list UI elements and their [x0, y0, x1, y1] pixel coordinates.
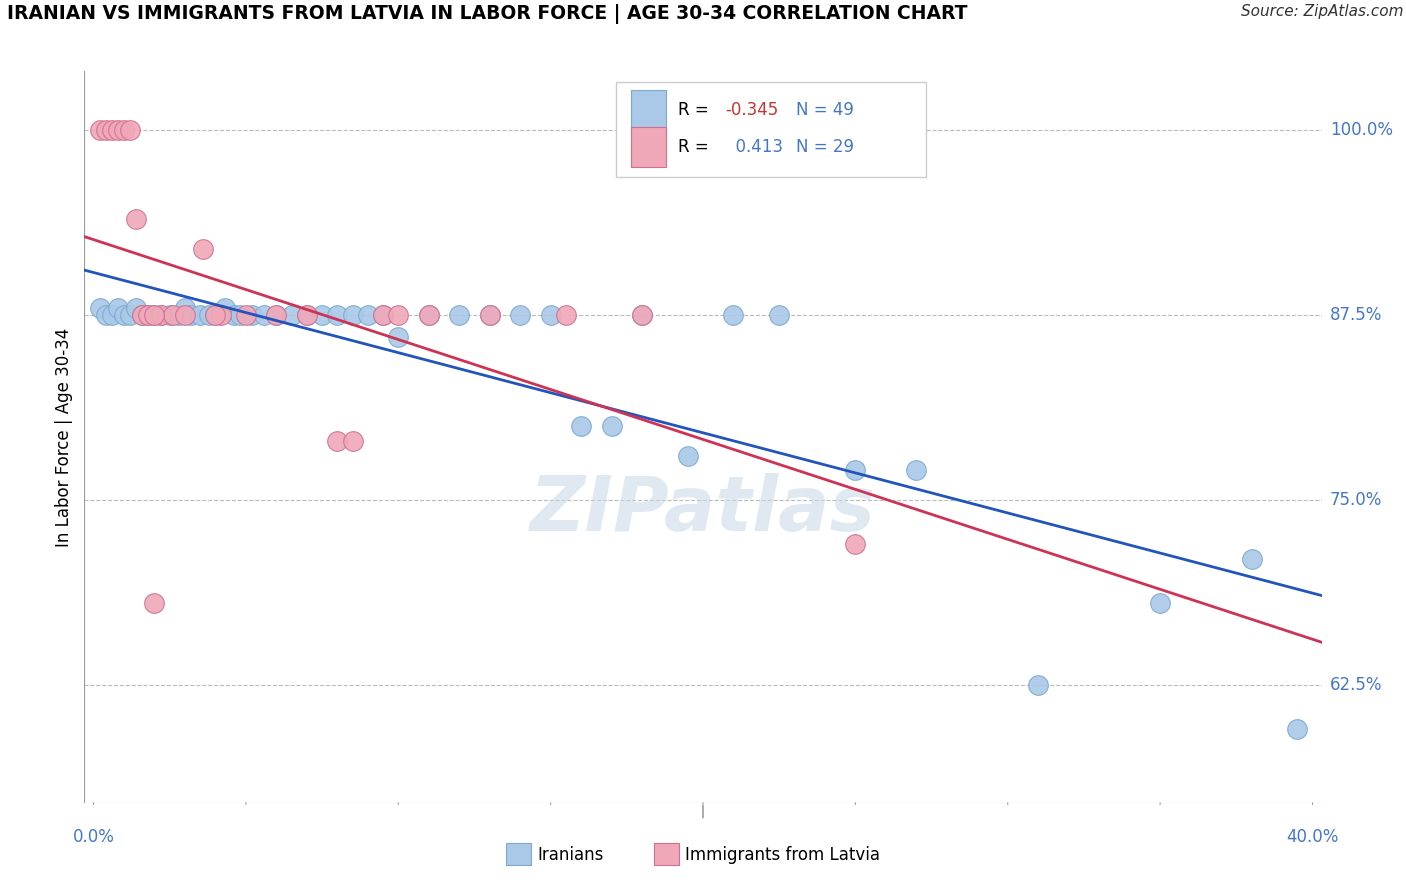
Point	[768, 308, 790, 322]
Point	[107, 301, 129, 315]
Point	[94, 308, 117, 322]
Point	[600, 419, 623, 434]
Point	[1026, 677, 1049, 691]
Point	[326, 434, 349, 448]
Point	[120, 123, 142, 137]
Text: 87.5%: 87.5%	[1330, 306, 1382, 324]
Point	[101, 123, 124, 137]
Point	[569, 419, 592, 434]
Point	[418, 308, 440, 322]
Point	[449, 308, 471, 322]
Text: Immigrants from Latvia: Immigrants from Latvia	[685, 846, 880, 863]
Point	[89, 123, 111, 137]
Point	[143, 596, 166, 610]
Point	[311, 308, 333, 322]
Text: IRANIAN VS IMMIGRANTS FROM LATVIA IN LABOR FORCE | AGE 30-34 CORRELATION CHART: IRANIAN VS IMMIGRANTS FROM LATVIA IN LAB…	[7, 4, 967, 24]
Point	[631, 308, 654, 322]
Point	[478, 308, 501, 322]
Point	[387, 308, 409, 322]
Point	[371, 308, 394, 322]
Text: Iranians: Iranians	[537, 846, 603, 863]
Point	[1149, 596, 1171, 610]
Point	[180, 308, 202, 322]
Point	[159, 308, 181, 322]
Point	[143, 308, 166, 322]
Point	[418, 308, 440, 322]
Text: 40.0%: 40.0%	[1286, 828, 1339, 846]
Point	[357, 308, 380, 322]
Point	[235, 308, 257, 322]
Text: Source: ZipAtlas.com: Source: ZipAtlas.com	[1240, 4, 1403, 20]
Point	[204, 308, 226, 322]
Text: N = 29: N = 29	[796, 137, 853, 156]
Point	[112, 123, 135, 137]
Text: ZIPatlas: ZIPatlas	[530, 474, 876, 547]
Point	[167, 308, 190, 322]
Text: N = 49: N = 49	[796, 101, 853, 120]
Point	[138, 308, 160, 322]
Point	[554, 308, 576, 322]
Point	[125, 301, 148, 315]
Point	[174, 308, 197, 322]
Point	[131, 308, 153, 322]
Point	[253, 308, 276, 322]
Y-axis label: In Labor Force | Age 30-34: In Labor Force | Age 30-34	[55, 327, 73, 547]
FancyBboxPatch shape	[631, 127, 666, 167]
Point	[149, 308, 172, 322]
Text: -0.345: -0.345	[725, 101, 779, 120]
Point	[198, 308, 221, 322]
Point	[204, 308, 226, 322]
Point	[631, 308, 654, 322]
Text: 75.0%: 75.0%	[1330, 491, 1382, 508]
Point	[120, 308, 142, 322]
Point	[240, 308, 263, 322]
Text: R =: R =	[678, 137, 714, 156]
Point	[174, 301, 197, 315]
Point	[266, 308, 288, 322]
Point	[326, 308, 349, 322]
Point	[149, 308, 172, 322]
Text: 100.0%: 100.0%	[1330, 121, 1393, 139]
Point	[723, 308, 745, 322]
Point	[162, 308, 184, 322]
Point	[342, 308, 364, 322]
Text: 62.5%: 62.5%	[1330, 675, 1382, 694]
Point	[905, 463, 928, 477]
Point	[89, 301, 111, 315]
Point	[844, 537, 866, 551]
Point	[478, 308, 501, 322]
Point	[125, 212, 148, 227]
Text: R =: R =	[678, 101, 714, 120]
Text: 0.413: 0.413	[725, 137, 783, 156]
Point	[211, 308, 233, 322]
Point	[101, 308, 124, 322]
Point	[266, 308, 288, 322]
Point	[107, 123, 129, 137]
Point	[138, 308, 160, 322]
Point	[1240, 552, 1263, 566]
Point	[131, 308, 153, 322]
Point	[540, 308, 562, 322]
Point	[143, 308, 166, 322]
Point	[214, 301, 236, 315]
Point	[387, 330, 409, 344]
Point	[94, 123, 117, 137]
Point	[188, 308, 211, 322]
Point	[280, 308, 302, 322]
Point	[229, 308, 252, 322]
Point	[295, 308, 318, 322]
Point	[193, 242, 215, 256]
Point	[342, 434, 364, 448]
Point	[676, 449, 699, 463]
Point	[112, 308, 135, 322]
Point	[844, 463, 866, 477]
Point	[222, 308, 245, 322]
Point	[371, 308, 394, 322]
Text: 0.0%: 0.0%	[73, 828, 114, 846]
Point	[509, 308, 531, 322]
FancyBboxPatch shape	[631, 90, 666, 130]
Point	[1286, 722, 1309, 736]
Point	[295, 308, 318, 322]
FancyBboxPatch shape	[616, 82, 925, 178]
